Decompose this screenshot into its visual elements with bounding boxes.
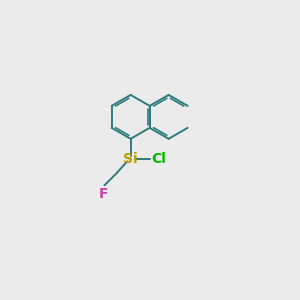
Text: F: F — [99, 187, 108, 201]
Text: Si: Si — [123, 152, 138, 166]
Text: Cl: Cl — [151, 152, 166, 166]
